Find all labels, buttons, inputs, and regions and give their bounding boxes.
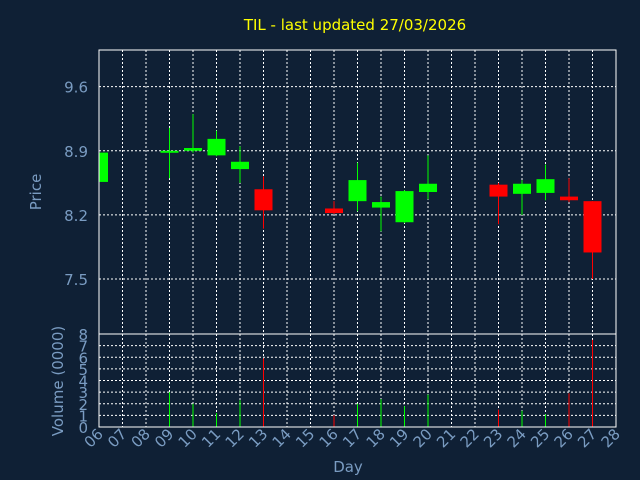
- candle-body: [99, 152, 108, 182]
- x-tick-label: 15: [292, 425, 318, 451]
- x-tick-label: 08: [128, 425, 154, 451]
- candle-body: [513, 183, 531, 194]
- volume-tick-label: 5: [78, 361, 88, 379]
- volume-tick-label: 7: [78, 338, 88, 356]
- x-tick-label: 25: [527, 425, 553, 451]
- x-axis-label: Day: [333, 458, 363, 476]
- candle-body: [419, 183, 437, 192]
- volume-tick-label: 2: [78, 396, 88, 414]
- candle-body: [254, 189, 273, 211]
- volume-tick-label: 6: [78, 349, 88, 367]
- candle-body: [348, 180, 367, 202]
- price-tick-label: 8.2: [64, 207, 88, 225]
- x-tick-label: 23: [480, 425, 506, 451]
- x-tick-label: 13: [245, 425, 271, 451]
- chart-title: TIL - last updated 27/03/2026: [243, 16, 466, 34]
- x-tick-label: 22: [457, 425, 483, 451]
- price-tick-label: 7.5: [64, 271, 88, 289]
- candle-body: [372, 202, 390, 208]
- x-tick-label: 17: [339, 425, 365, 451]
- candle-body: [560, 196, 578, 201]
- volume-tick-label: 8: [78, 326, 88, 344]
- x-tick-label: 20: [410, 425, 436, 451]
- x-tick-label: 26: [551, 425, 577, 451]
- price-axis-ticks: 9.6 8.9 8.2 7.5: [64, 79, 88, 289]
- volume-tick-label: 3: [78, 384, 88, 402]
- x-tick-label: 28: [598, 425, 624, 451]
- price-axis-label: Price: [27, 174, 45, 211]
- x-tick-label: 11: [198, 425, 224, 451]
- price-tick-label: 9.6: [64, 79, 88, 97]
- volume-bars-layer: [169, 339, 593, 427]
- candle-body: [231, 161, 249, 170]
- volume-tick-label: 1: [78, 407, 88, 425]
- x-tick-label: 16: [316, 425, 342, 451]
- volume-axis-label: Volume (0000): [49, 326, 67, 436]
- x-tick-label: 19: [386, 425, 412, 451]
- candles-layer: [98, 114, 602, 280]
- x-tick-label: 24: [504, 425, 530, 451]
- price-tick-label: 8.9: [64, 143, 88, 161]
- volume-tick-label: 0: [78, 419, 88, 437]
- candle-body: [395, 191, 414, 223]
- candle-body: [184, 148, 202, 151]
- x-tick-label: 12: [222, 425, 248, 451]
- candle-body: [536, 179, 555, 193]
- x-tick-label: 18: [363, 425, 389, 451]
- x-tick-label: 10: [175, 425, 201, 451]
- x-tick-label: 07: [104, 425, 130, 451]
- x-axis-ticks: 0607080910111213141516171819202122232425…: [81, 425, 624, 451]
- volume-panel-frame: [98, 333, 617, 428]
- candle-body: [325, 208, 343, 214]
- title-group: TIL - last updated 27/03/2026: [243, 16, 466, 34]
- candle-body: [207, 138, 226, 156]
- volume-tick-label: 4: [78, 373, 88, 391]
- x-tick-label: 09: [151, 425, 177, 451]
- x-tick-label: 27: [574, 425, 600, 451]
- candle-body: [160, 150, 179, 153]
- candle-body: [583, 201, 602, 253]
- candle-body: [489, 184, 508, 197]
- x-tick-label: 21: [433, 425, 459, 451]
- x-tick-label: 14: [269, 425, 295, 451]
